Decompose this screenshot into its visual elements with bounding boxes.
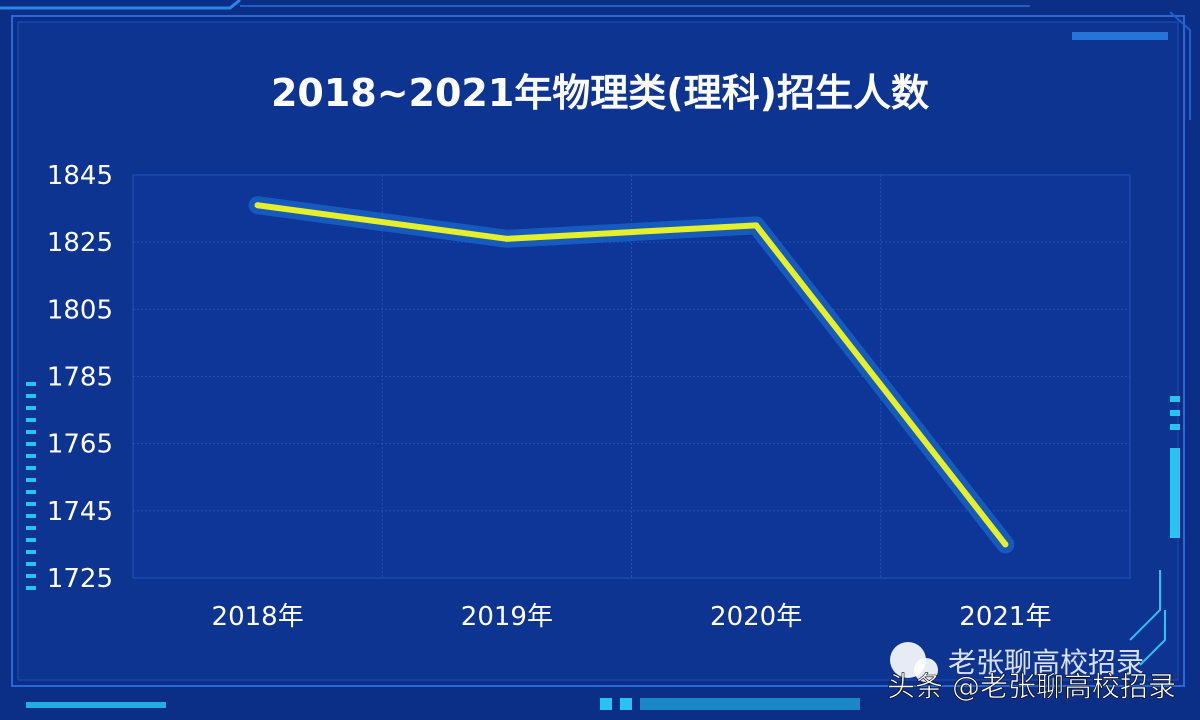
y-tick-label: 1825 xyxy=(47,228,113,258)
data-point xyxy=(254,202,261,209)
data-point xyxy=(1002,541,1009,548)
chart-title: 2018~2021年物理类(理科)招生人数 xyxy=(271,71,929,115)
y-tick-label: 1765 xyxy=(47,430,113,460)
y-tick-label: 1785 xyxy=(47,363,113,393)
right-bar-ornament xyxy=(1170,396,1180,538)
x-axis: 2018年 2019年 2020年 2021年 xyxy=(212,602,1052,632)
x-tick-label: 2020年 xyxy=(710,602,802,632)
grid xyxy=(132,174,1131,579)
watermark-bottom: 头条 @老张聊高校招录 xyxy=(887,670,1176,703)
data-point xyxy=(753,222,760,229)
watermark-top: 老张聊高校招录 xyxy=(948,646,1144,679)
series-line xyxy=(254,202,1009,548)
y-tick-label: 1845 xyxy=(47,161,113,191)
wechat-icon-bubble xyxy=(914,658,938,682)
x-tick-label: 2019年 xyxy=(461,602,553,632)
y-tick-label: 1745 xyxy=(47,497,113,527)
y-tick-label: 1725 xyxy=(47,564,113,594)
top-right-dash-ornament xyxy=(1072,32,1168,40)
y-axis: 1725 1745 1765 1785 1805 1825 1845 xyxy=(47,161,113,594)
watermark: 老张聊高校招录 头条 @老张聊高校招录 xyxy=(887,642,1176,703)
y-tick-label: 1805 xyxy=(47,295,113,325)
x-tick-label: 2018年 xyxy=(212,602,304,632)
bottom-dash-ornament xyxy=(26,698,860,710)
x-tick-label: 2021年 xyxy=(959,602,1051,632)
series-layer xyxy=(248,196,1015,554)
data-point xyxy=(503,235,510,242)
left-dash-ornament xyxy=(26,382,36,590)
